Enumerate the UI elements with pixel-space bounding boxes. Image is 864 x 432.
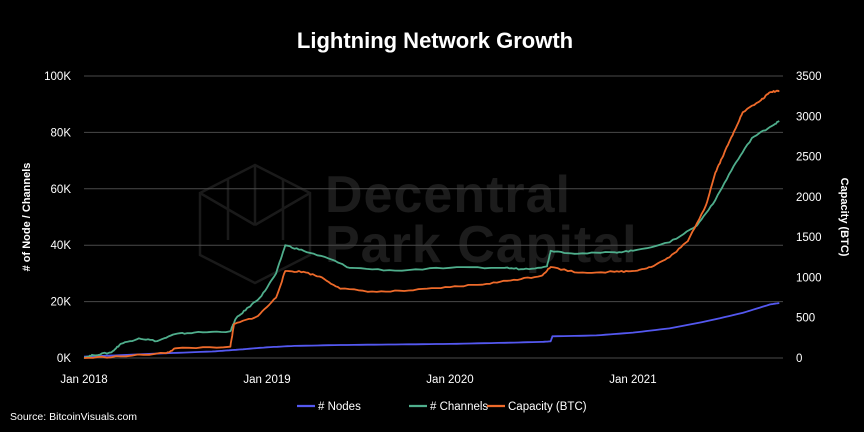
chart-title: Lightning Network Growth <box>297 28 573 53</box>
watermark: Decentral Park Capital <box>200 165 638 283</box>
left-tick-label: 60K <box>51 184 72 196</box>
chart: Decentral Park Capital Lightning Network… <box>0 0 864 432</box>
legend-label-2: Capacity (BTC) <box>508 401 587 413</box>
x-tick-label: Jan 2021 <box>609 374 656 386</box>
left-axis-ticks: 0K 20K 40K 60K 80K 100K <box>44 71 71 365</box>
left-tick-label: 80K <box>51 127 72 139</box>
x-tick-label: Jan 2018 <box>60 374 107 386</box>
left-tick-label: 100K <box>44 71 71 83</box>
left-tick-label: 40K <box>51 240 72 252</box>
source-note: Source: BitcoinVisuals.com <box>10 411 137 423</box>
right-tick-label: 3000 <box>796 111 822 123</box>
x-tick-label: Jan 2019 <box>243 374 290 386</box>
left-axis-title: # of Node / Channels <box>21 163 33 272</box>
right-tick-label: 2000 <box>796 192 822 204</box>
right-tick-label: 1500 <box>796 232 822 244</box>
legend: # Nodes # Channels Capacity (BTC) <box>297 401 587 413</box>
legend-label-0: # Nodes <box>318 401 361 413</box>
right-tick-label: 3500 <box>796 71 822 83</box>
right-tick-label: 2500 <box>796 152 822 164</box>
right-tick-label: 1000 <box>796 272 822 284</box>
right-axis-ticks: 0 500 1000 1500 2000 2500 3000 3500 <box>796 71 822 365</box>
watermark-logo <box>200 165 310 283</box>
left-tick-label: 0K <box>57 353 71 365</box>
legend-label-1: # Channels <box>430 401 488 413</box>
right-tick-label: 500 <box>796 313 815 325</box>
left-tick-label: 20K <box>51 297 72 309</box>
x-axis-ticks: Jan 2018 Jan 2019 Jan 2020 Jan 2021 <box>60 374 656 386</box>
right-axis-title: Capacity (BTC) <box>838 178 850 257</box>
right-tick-label: 0 <box>796 353 802 365</box>
x-tick-label: Jan 2020 <box>426 374 473 386</box>
